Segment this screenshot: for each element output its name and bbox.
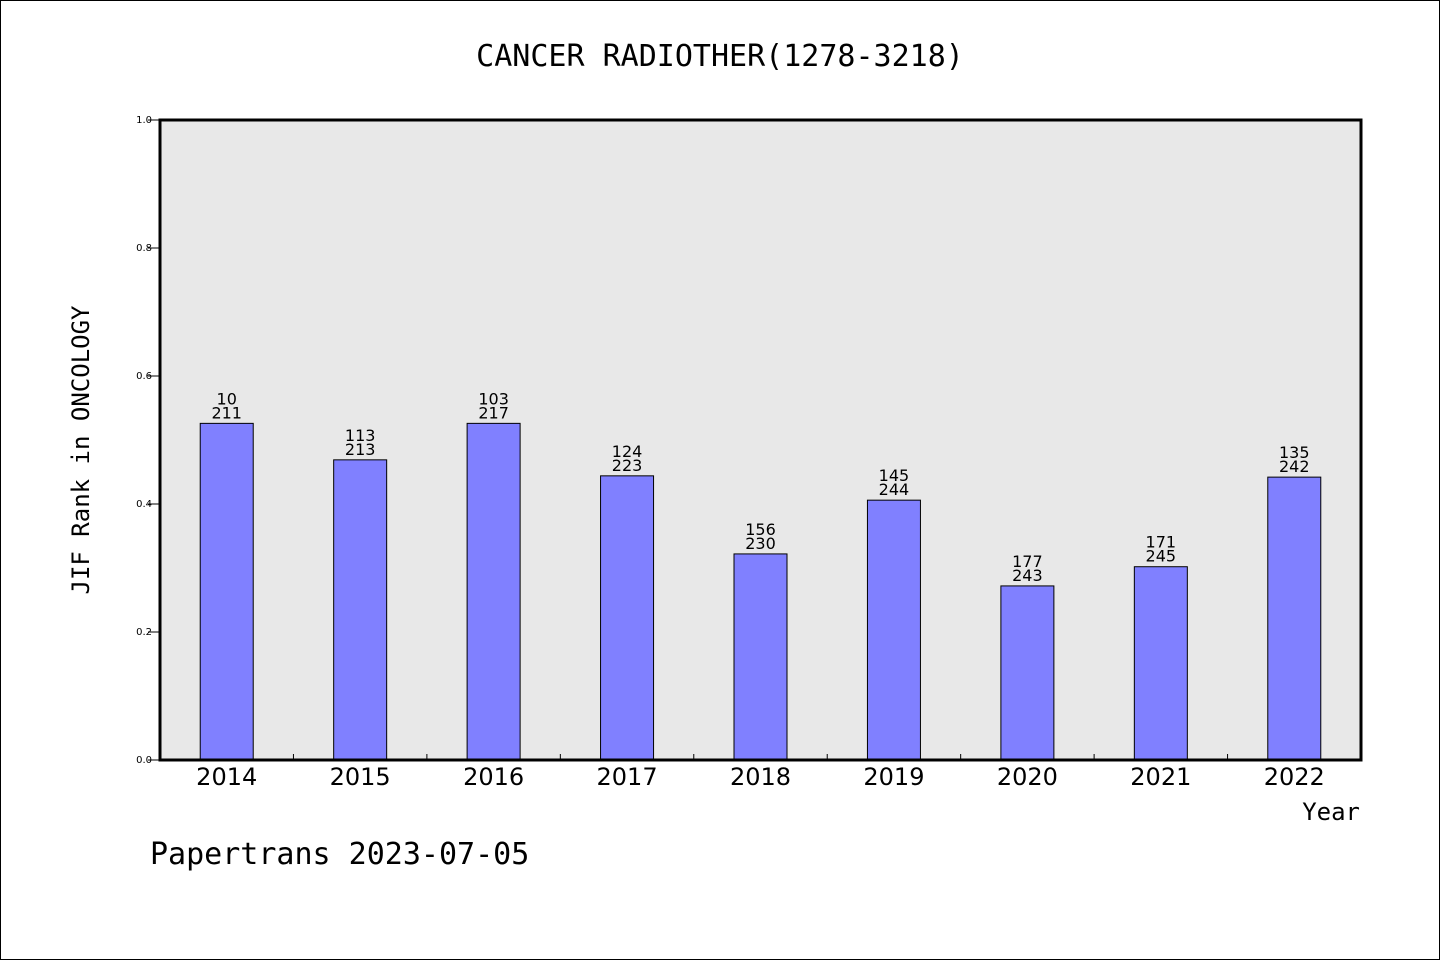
- bar-rank-label: 145: [879, 466, 910, 485]
- bar-2015: [333, 459, 388, 761]
- y-axis: 0.0 0.2 0.4 0.6 0.8 1.0: [136, 115, 160, 766]
- x-tick-label: 2022: [1264, 763, 1325, 791]
- x-tick-label: 2021: [1130, 763, 1191, 791]
- bar-total-label: 217: [478, 403, 509, 422]
- x-tick-label: 2016: [463, 763, 524, 791]
- plot-border: [158, 118, 1363, 762]
- bar-2022: [1267, 476, 1322, 761]
- y-tick-label: 1.0: [136, 115, 152, 126]
- x-tick-label: 2019: [863, 763, 924, 791]
- bar-rank-label: 156: [745, 520, 776, 539]
- x-axis-label: Year: [1302, 798, 1360, 826]
- y-tick-label: 0.4: [136, 499, 152, 510]
- y-axis-label: JIF Rank in ONCOLOGY: [67, 305, 95, 595]
- bar-rank-label: 124: [612, 442, 643, 461]
- x-tick-label: 2018: [730, 763, 791, 791]
- y-tick-label: 0.2: [136, 627, 152, 638]
- bar-total-label: 245: [1146, 547, 1177, 566]
- bar-total-label: 213: [345, 440, 376, 459]
- bar-rank-label: 135: [1279, 443, 1310, 462]
- y-tick-label: 0.8: [136, 243, 152, 254]
- bar-2021: [1133, 566, 1188, 761]
- y-tick-label: 0.6: [136, 371, 152, 382]
- bar-2014: [199, 422, 254, 761]
- bar-2019: [866, 499, 921, 761]
- bar-total-label: 242: [1279, 457, 1310, 476]
- chart-title: CANCER RADIOTHER(1278-3218): [476, 39, 964, 74]
- bars-group: [199, 422, 1322, 761]
- bar-rank-label: 113: [345, 426, 376, 445]
- bar-rank-label: 171: [1146, 533, 1177, 552]
- bar-2018: [733, 553, 788, 761]
- bar-rank-label: 10: [217, 389, 237, 408]
- bar-total-label: 230: [745, 534, 776, 553]
- bar-rank-label: 103: [478, 389, 509, 408]
- bar-2017: [600, 475, 655, 761]
- bar-2020: [1000, 585, 1055, 761]
- x-tick-label: 2017: [597, 763, 658, 791]
- x-tick-label: 2014: [196, 763, 257, 791]
- x-tick-label: 2020: [997, 763, 1058, 791]
- footer-credit: Papertrans 2023-07-05: [150, 837, 529, 872]
- x-axis: 2014 2015 2016 2017 2018 2019 2020 2021 2022: [196, 754, 1325, 791]
- x-tick-label: 2015: [330, 763, 391, 791]
- bar-rank-label: 177: [1012, 552, 1043, 571]
- bar-total-label: 211: [211, 403, 242, 422]
- bar-2016: [466, 422, 521, 761]
- bar-total-label: 243: [1012, 566, 1043, 585]
- bar-total-label: 223: [612, 456, 643, 475]
- y-tick-label: 0.0: [136, 755, 152, 766]
- bar-total-label: 244: [879, 480, 910, 499]
- bar-labels-group: 1021111321310321712422315623014524417724…: [211, 389, 1309, 585]
